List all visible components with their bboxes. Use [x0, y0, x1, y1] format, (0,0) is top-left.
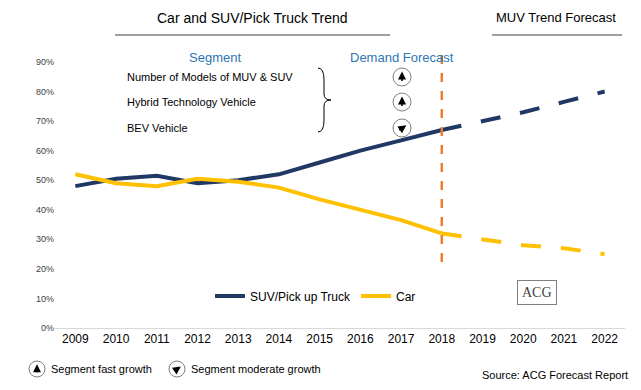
- svg-text:2016: 2016: [347, 332, 374, 346]
- svg-text:ACG: ACG: [522, 285, 552, 300]
- svg-text:80%: 80%: [36, 87, 54, 97]
- svg-text:2015: 2015: [306, 332, 333, 346]
- svg-text:2019: 2019: [469, 332, 496, 346]
- svg-text:Segment moderate growth: Segment moderate growth: [191, 363, 321, 375]
- svg-text:Number of Models of MUV & SUV: Number of Models of MUV & SUV: [127, 71, 293, 83]
- svg-text:Segment fast growth: Segment fast growth: [51, 363, 152, 375]
- svg-text:60%: 60%: [36, 146, 54, 156]
- svg-text:Car: Car: [396, 290, 415, 304]
- svg-text:2009: 2009: [62, 332, 89, 346]
- svg-text:2022: 2022: [591, 332, 618, 346]
- svg-text:20%: 20%: [36, 264, 54, 274]
- svg-text:0%: 0%: [41, 323, 54, 333]
- svg-text:2012: 2012: [184, 332, 211, 346]
- svg-text:2013: 2013: [225, 332, 252, 346]
- svg-text:BEV Vehicle: BEV Vehicle: [127, 122, 188, 134]
- svg-text:MUV Trend Forecast: MUV Trend Forecast: [496, 10, 616, 25]
- svg-text:2018: 2018: [428, 332, 455, 346]
- svg-text:70%: 70%: [36, 116, 54, 126]
- svg-text:40%: 40%: [36, 205, 54, 215]
- svg-text:2017: 2017: [388, 332, 415, 346]
- svg-text:Hybrid Technology Vehicle: Hybrid Technology Vehicle: [127, 96, 256, 108]
- svg-text:10%: 10%: [36, 294, 54, 304]
- svg-text:Source: ACG Forecast Report: Source: ACG Forecast Report: [482, 369, 628, 381]
- svg-text:SUV/Pick up Truck: SUV/Pick up Truck: [250, 290, 351, 304]
- svg-text:2014: 2014: [266, 332, 293, 346]
- svg-text:50%: 50%: [36, 175, 54, 185]
- svg-text:Car and SUV/Pick Truck Trend: Car and SUV/Pick Truck Trend: [157, 10, 348, 26]
- svg-text:30%: 30%: [36, 234, 54, 244]
- svg-text:2011: 2011: [144, 332, 170, 346]
- svg-text:2010: 2010: [103, 332, 130, 346]
- svg-text:90%: 90%: [36, 57, 54, 67]
- svg-text:2021: 2021: [551, 332, 578, 346]
- svg-text:Segment: Segment: [189, 50, 241, 65]
- svg-text:2020: 2020: [510, 332, 537, 346]
- svg-text:Demand Forecast: Demand Forecast: [350, 50, 454, 65]
